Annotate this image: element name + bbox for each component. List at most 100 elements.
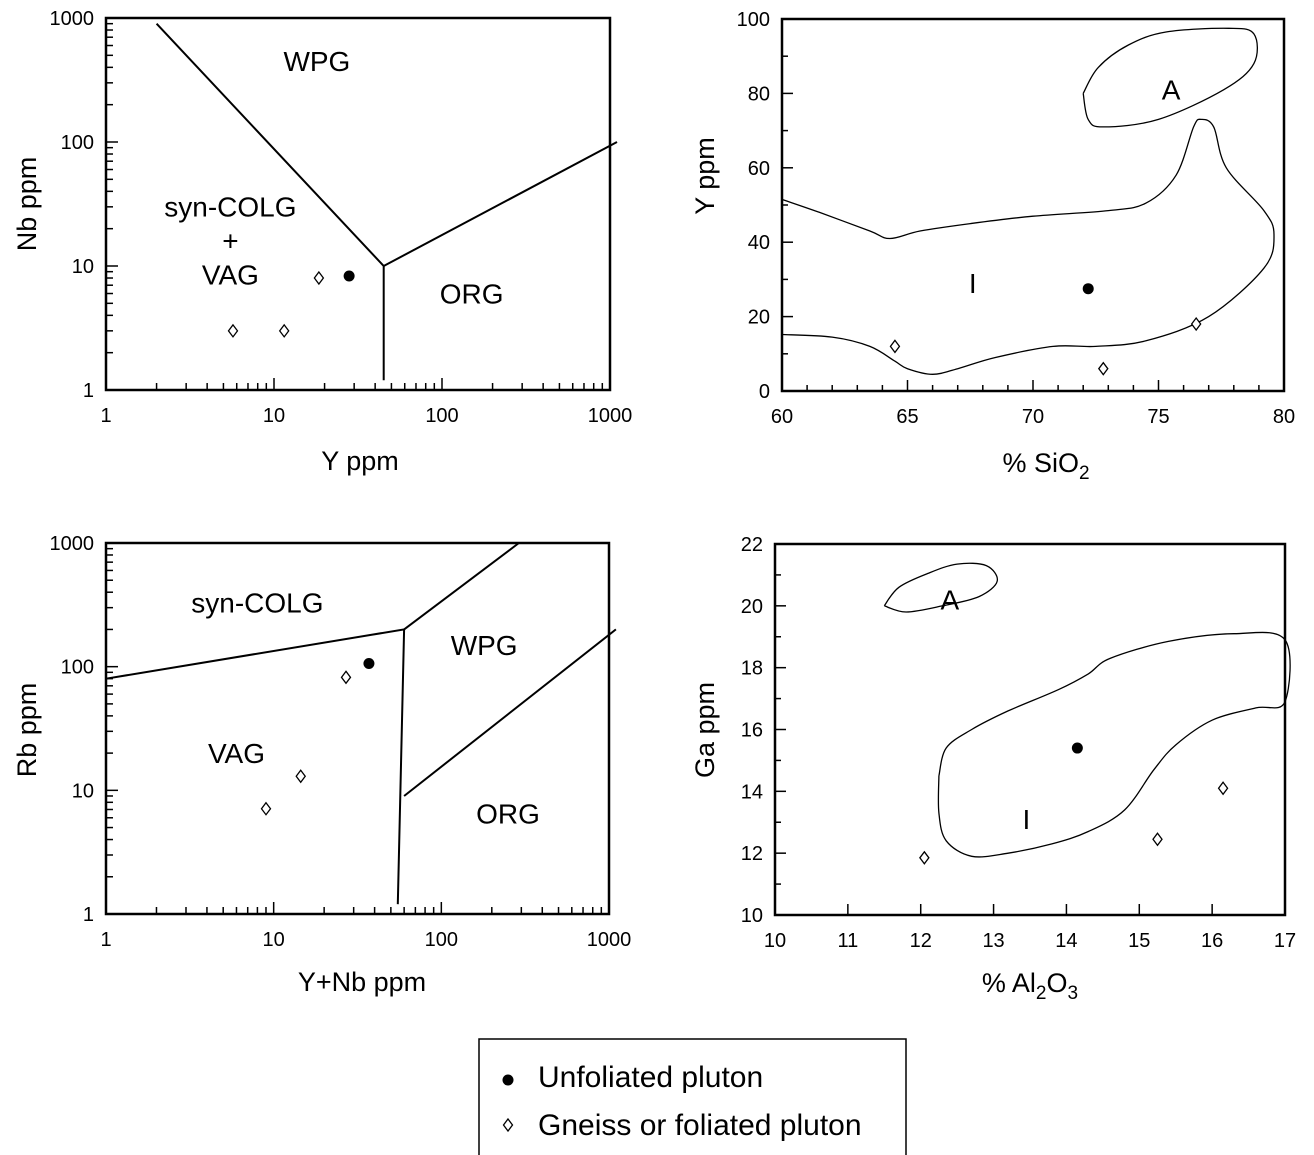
chart-ga-vs-al2o3: A I 10 11 12 13 14 15 16 17 10 12 14 16 18 20 22 % Al2O… [690, 534, 1296, 1004]
region-label-syn-colg: + [222, 226, 238, 257]
y-tick-label: 1 [83, 380, 94, 402]
y-tick-label: 0 [759, 381, 770, 403]
region-label-vag: VAG [208, 738, 265, 769]
data-point-gneiss [227, 323, 239, 338]
legend-unfoliated-label: Unfoliated pluton [538, 1061, 763, 1094]
y-tick-label: 20 [741, 596, 763, 618]
region-label-org: ORG [476, 798, 540, 829]
region-label-syn-colg: VAG [202, 260, 259, 291]
discrimination-boundary [403, 542, 520, 631]
x-tick-label: 15 [1128, 930, 1150, 952]
y-axis-label: Nb ppm [12, 157, 42, 252]
y-tick-label: 16 [741, 720, 763, 742]
x-tick-label: 1 [100, 929, 111, 951]
x-tick-label: 12 [910, 930, 932, 952]
data-point-unfoliated [1071, 742, 1083, 754]
data-point-unfoliated [1082, 283, 1094, 295]
x-tick-label: 80 [1273, 406, 1295, 428]
x-tick-label: 1000 [588, 405, 633, 427]
region-label-syn-colg: syn-COLG [164, 192, 296, 223]
field-outline-a [1082, 27, 1258, 128]
x-tick-label: 100 [425, 929, 458, 951]
field-label-a: A [1162, 75, 1181, 106]
y-tick-label: 100 [61, 657, 94, 679]
x-tick-label: 13 [982, 930, 1004, 952]
x-tick-label: 17 [1274, 930, 1296, 952]
data-point-unfoliated [363, 658, 375, 670]
discrimination-boundary [383, 141, 618, 267]
x-tick-label: 100 [425, 405, 458, 427]
x-tick-label: 11 [837, 930, 858, 952]
y-tick-label: 40 [748, 232, 770, 254]
y-tick-label: 12 [741, 843, 763, 865]
field-label-a: A [941, 585, 960, 616]
data-point-unfoliated [343, 270, 355, 282]
x-tick-label: 10 [263, 929, 285, 951]
y-tick-label: 80 [748, 83, 770, 105]
field-outline-a [883, 562, 998, 613]
plot-frame [773, 542, 1287, 917]
x-axis-label: % SiO2 [1002, 448, 1089, 484]
data-point-gneiss [1190, 316, 1202, 332]
legend-gneiss-label: Gneiss or foliated pluton [538, 1109, 862, 1142]
data-point-gneiss [919, 850, 930, 865]
data-point-gneiss [889, 339, 901, 354]
y-tick-label: 1 [83, 904, 94, 926]
x-tick-label: 65 [896, 406, 918, 428]
y-tick-label: 1000 [50, 533, 95, 555]
y-tick-label: 10 [72, 256, 94, 278]
x-axis-label: % Al2O3 [982, 968, 1078, 1004]
x-tick-label: 14 [1055, 930, 1077, 952]
y-tick-label: 100 [737, 9, 770, 31]
data-point-gneiss [1217, 781, 1229, 796]
y-tick-label: 20 [748, 307, 770, 329]
legend-gneiss-marker [502, 1117, 514, 1133]
discrimination-boundary [403, 628, 617, 797]
y-tick-label: 1000 [50, 8, 95, 30]
field-outline-i [781, 118, 1275, 375]
x-axis-label: Y ppm [321, 446, 399, 476]
data-point-gneiss [340, 670, 352, 685]
legend-unfoliated-marker [502, 1074, 514, 1086]
x-tick-label: 10 [263, 405, 285, 427]
data-point-gneiss [295, 769, 307, 784]
y-tick-label: 14 [741, 781, 763, 803]
data-point-gneiss [278, 323, 290, 338]
x-tick-label: 10 [764, 930, 786, 952]
data-point-gneiss [313, 270, 325, 286]
plot-frame [104, 16, 612, 392]
x-tick-label: 16 [1201, 930, 1223, 952]
legend: Unfoliated pluton Gneiss or foliated plu… [478, 1038, 907, 1155]
region-label-wpg: WPG [451, 630, 518, 661]
plot-frame [780, 17, 1286, 393]
chart-y-vs-sio2: A I 60 65 70 75 80 0 20 40 60 80 100 % SiO2 Y ppm [690, 9, 1295, 484]
data-point-gneiss [1097, 361, 1109, 376]
y-tick-label: 10 [72, 780, 94, 802]
field-outline-i [937, 631, 1291, 858]
y-tick-label: 22 [741, 534, 763, 556]
chart-rb-vs-ynb: syn-COLG WPG VAG ORG 1 10 100 1000 1 10 100 1000 Y… [12, 533, 631, 997]
legend-box [478, 1038, 907, 1155]
x-axis-label: Y+Nb ppm [298, 967, 426, 997]
data-point-gneiss [260, 801, 272, 816]
y-tick-label: 60 [748, 158, 770, 180]
y-tick-label: 18 [741, 658, 763, 680]
y-tick-label: 100 [61, 132, 94, 154]
data-point-gneiss [1152, 832, 1163, 847]
y-axis-label: Rb ppm [12, 683, 42, 778]
y-axis-label: Y ppm [690, 137, 720, 215]
x-tick-label: 1 [100, 405, 111, 427]
plot-frame [104, 541, 611, 916]
region-label-org: ORG [440, 279, 504, 310]
y-tick-label: 10 [741, 905, 763, 927]
region-label-wpg: WPG [283, 46, 350, 77]
field-label-i: I [969, 268, 977, 299]
x-tick-label: 70 [1022, 406, 1044, 428]
x-tick-label: 1000 [587, 929, 632, 951]
field-label-i: I [1022, 804, 1030, 835]
x-tick-label: 75 [1147, 406, 1169, 428]
y-axis-label: Ga ppm [690, 682, 720, 778]
region-label-syn-colg: syn-COLG [191, 588, 323, 619]
